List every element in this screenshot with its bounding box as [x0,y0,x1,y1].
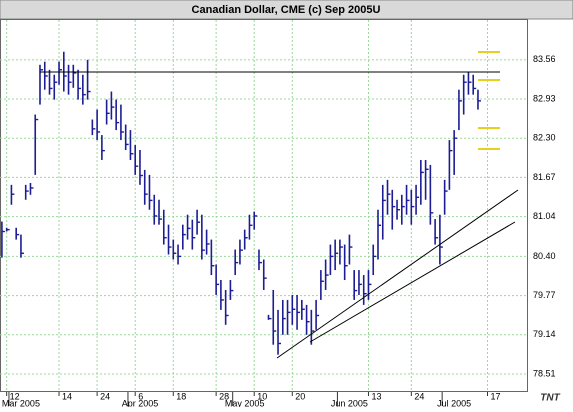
y-tick-label: 81.67 [533,172,556,182]
y-tick-label: 81.04 [533,211,556,221]
y-tick-label: 82.93 [533,93,556,103]
x-tick-label: 13 [371,391,381,401]
trend-line [276,189,519,359]
x-tick-label: 6 [138,391,143,401]
x-tick-label: 12 [10,391,20,401]
x-tick-label: 20 [295,391,305,401]
month-label: Apr 2005 [122,398,159,407]
y-tick-label: 78.51 [533,368,556,378]
x-tick-label: 17 [490,391,500,401]
x-tick-label: 24 [414,391,424,401]
y-tick-label: 79.77 [533,290,556,300]
x-tick-label: 10 [257,391,267,401]
y-tick-label: 82.30 [533,133,556,143]
logo: TNT [540,393,560,404]
chart-title: Canadian Dollar, CME (c) Sep 2005U [192,4,381,16]
month-label: May 2005 [225,398,265,407]
x-tick-label: 14 [62,391,72,401]
trend-line [309,221,516,343]
y-tick-label: 83.56 [533,54,556,64]
y-tick-label: 80.40 [533,251,556,261]
x-tick-label: 18 [176,391,186,401]
bars [1,51,481,355]
x-tick-label: 28 [219,391,229,401]
x-tick-label: 24 [100,391,110,401]
month-label: Jul 2005 [437,398,471,407]
y-tick-label: 79.14 [533,329,556,339]
month-label: Mar 2005 [2,398,40,407]
plot-frame [0,19,528,392]
grid [0,20,527,392]
month-label: Jun 2005 [331,398,368,407]
